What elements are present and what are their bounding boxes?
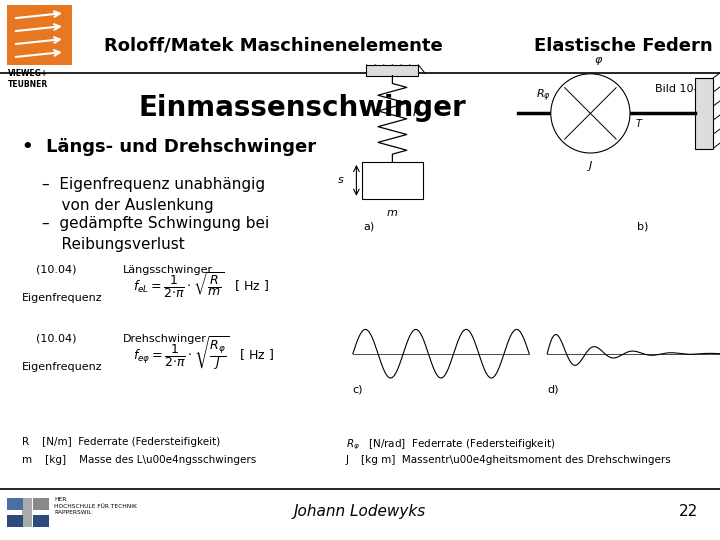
Text: –  gedämpfte Schwingung bei
    Reibungsverlust: – gedämpfte Schwingung bei Reibungsverlu… xyxy=(42,216,269,252)
Bar xyxy=(22,498,32,527)
Text: R    [N/m]  Federrate (Federsteifigkeit): R [N/m] Federrate (Federsteifigkeit) xyxy=(22,437,220,448)
Text: Roloff/Matek Maschinenelemente: Roloff/Matek Maschinenelemente xyxy=(104,37,443,55)
Bar xyxy=(362,162,423,199)
Text: •  Längs- und Drehschwinger: • Längs- und Drehschwinger xyxy=(22,138,316,156)
Bar xyxy=(366,65,418,76)
Bar xyxy=(7,498,23,510)
Bar xyxy=(7,515,23,526)
Text: Eigenfrequenz: Eigenfrequenz xyxy=(22,293,102,303)
Text: (10.04): (10.04) xyxy=(36,334,76,344)
Text: R: R xyxy=(413,109,420,118)
Text: Johann Lodewyks: Johann Lodewyks xyxy=(294,504,426,519)
Bar xyxy=(695,78,713,148)
Text: Längsschwinger: Längsschwinger xyxy=(122,265,212,275)
Text: Bild 10-03: Bild 10-03 xyxy=(655,84,711,94)
Text: d): d) xyxy=(547,384,559,395)
Text: a): a) xyxy=(364,221,375,232)
Bar xyxy=(7,5,72,65)
Bar xyxy=(33,498,49,510)
Ellipse shape xyxy=(551,74,630,153)
Text: 22: 22 xyxy=(679,504,698,519)
Text: $f_{eL} = \dfrac{1}{2{\cdot}\pi} \cdot \sqrt{\dfrac{R}{m}}$   [ Hz ]: $f_{eL} = \dfrac{1}{2{\cdot}\pi} \cdot \… xyxy=(133,270,269,300)
Text: s: s xyxy=(338,176,343,185)
Text: Drehschwinger: Drehschwinger xyxy=(122,334,206,344)
Text: J: J xyxy=(589,161,592,171)
Text: Eigenfrequenz: Eigenfrequenz xyxy=(22,362,102,372)
Text: VIEWEG+
TEUBNER: VIEWEG+ TEUBNER xyxy=(8,69,48,89)
Text: $R_\varphi$   [N/rad]  Federrate (Federsteifigkeit): $R_\varphi$ [N/rad] Federrate (Federstei… xyxy=(346,437,555,452)
Text: $R_\varphi$: $R_\varphi$ xyxy=(536,87,551,104)
Text: Einmassenschwinger: Einmassenschwinger xyxy=(138,94,467,123)
Bar xyxy=(33,515,49,526)
Text: (10.04): (10.04) xyxy=(36,265,76,275)
Text: $\varphi$: $\varphi$ xyxy=(595,55,603,68)
Text: J    [kg m]  Massentr\u00e4gheitsmoment des Drehschwingers: J [kg m] Massentr\u00e4gheitsmoment des … xyxy=(346,455,671,465)
Text: m    [kg]    Masse des L\u00e4ngsschwingers: m [kg] Masse des L\u00e4ngsschwingers xyxy=(22,455,256,465)
Text: HER
HOCHSCHULE FÜR TECHNIK
RAPPERSWIL: HER HOCHSCHULE FÜR TECHNIK RAPPERSWIL xyxy=(54,497,137,515)
Text: –  Eigenfrequenz unabhängig
    von der Auslenkung: – Eigenfrequenz unabhängig von der Ausle… xyxy=(42,177,265,213)
Text: m: m xyxy=(387,208,398,219)
Text: c): c) xyxy=(353,384,364,395)
Text: T: T xyxy=(636,119,642,129)
Text: $f_{e\varphi} = \dfrac{1}{2{\cdot}\pi} \cdot \sqrt{\dfrac{R_\varphi}{J}}$   [ Hz: $f_{e\varphi} = \dfrac{1}{2{\cdot}\pi} \… xyxy=(133,335,274,373)
Text: b): b) xyxy=(637,221,649,232)
Text: Elastische Federn: Elastische Federn xyxy=(534,37,713,55)
